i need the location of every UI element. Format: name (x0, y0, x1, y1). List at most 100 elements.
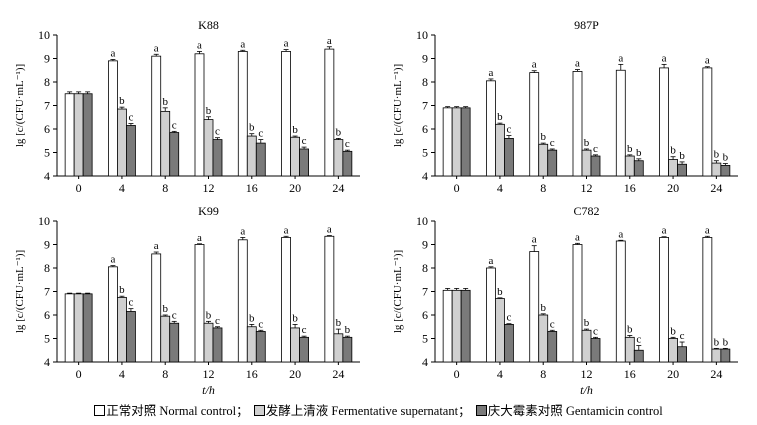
significance-letter: a (240, 225, 245, 237)
significance-letter: b (627, 143, 633, 155)
significance-letter: c (172, 309, 177, 321)
significance-letter: b (119, 284, 125, 296)
bar (702, 237, 713, 363)
bar (160, 110, 171, 177)
bar (547, 149, 558, 177)
bar (581, 149, 592, 177)
bar (572, 71, 583, 177)
significance-letter: b (670, 145, 676, 157)
y-tick-label: 4 (422, 169, 428, 183)
significance-letter: a (197, 39, 202, 51)
bar (529, 251, 540, 363)
significance-letter: b (345, 324, 351, 336)
x-axis-label: t/h (202, 383, 215, 397)
y-tick-label: 9 (422, 52, 428, 66)
bar (117, 296, 127, 363)
chart-title: K99 (198, 204, 219, 218)
chart-panel-k88: K88 lg [c/(CFU·mL⁻¹)] 4 5 6 7 8 9 10 0 4 8 12 16 20 24 a… (14, 18, 360, 195)
x-tick-label: 8 (162, 181, 168, 195)
x-tick-label: 16 (246, 181, 258, 195)
y-axis-label: lg [c/(CFU·mL⁻¹)] (392, 64, 404, 147)
bar (702, 67, 713, 177)
significance-letter: a (705, 55, 710, 67)
significance-letter: a (705, 224, 710, 236)
bar (581, 329, 592, 363)
bar (572, 244, 583, 363)
x-tick-label: 16 (624, 367, 636, 381)
legend-separator: ； (236, 404, 249, 418)
significance-letter: b (162, 303, 168, 315)
significance-letter: b (714, 336, 720, 348)
significance-letter: c (550, 318, 555, 330)
bar (212, 139, 223, 177)
bar (711, 162, 722, 177)
significance-letter: c (128, 297, 133, 309)
significance-letter: a (532, 59, 537, 71)
bar (64, 293, 75, 363)
bar (538, 314, 549, 363)
legend-label-normal: 正常对照 Normal control (106, 404, 237, 418)
bar (246, 135, 257, 177)
chart-panel-987p: 987P lg [c/(CFU·mL⁻¹)] 4 5 6 7 8 9 10 0 4 8 12 16 20 24… (392, 18, 738, 195)
bar (624, 155, 635, 177)
bar (108, 60, 118, 177)
bar (117, 108, 127, 177)
bar (460, 107, 471, 177)
significance-letter: c (506, 124, 511, 136)
x-tick-label: 20 (667, 367, 679, 381)
legend-label-gentamicin: 庆大霉素对照 Gentamicin control (487, 404, 663, 418)
significance-letter: b (540, 302, 546, 314)
significance-letter: c (302, 324, 307, 336)
x-tick-label: 16 (246, 367, 258, 381)
bar (624, 336, 635, 363)
bar (615, 240, 626, 363)
x-tick-label: 0 (454, 367, 460, 381)
bar (151, 55, 162, 177)
bar (668, 159, 678, 177)
x-tick-label: 12 (581, 181, 593, 195)
significance-letter: b (627, 323, 633, 335)
bar (299, 148, 309, 177)
y-tick-label: 6 (44, 308, 50, 322)
bar (324, 235, 335, 363)
significance-letter: c (506, 312, 511, 324)
significance-letter: c (593, 325, 598, 337)
significance-letter: a (575, 231, 580, 243)
bar (290, 136, 300, 177)
y-tick-label: 9 (44, 52, 50, 66)
significance-letter: b (206, 309, 212, 321)
bar (495, 123, 505, 177)
significance-letter: a (240, 38, 245, 50)
bar (633, 349, 644, 363)
x-tick-label: 16 (624, 181, 636, 195)
bar (486, 80, 496, 177)
x-tick-label: 12 (203, 367, 215, 381)
significance-letter: b (584, 317, 590, 329)
significance-letter: c (128, 112, 133, 124)
y-axis-label: lg [c/(CFU·mL⁻¹)] (14, 250, 26, 333)
legend-light-gray-square-icon (253, 405, 265, 416)
legend-item-normal: 正常对照 Normal control； (94, 403, 249, 419)
bar (659, 67, 669, 177)
bar (169, 132, 180, 177)
bar (711, 348, 722, 363)
y-tick-label: 9 (44, 238, 50, 252)
bar (720, 165, 731, 177)
bar (73, 93, 84, 177)
bar (590, 155, 601, 177)
significance-letter: b (540, 131, 546, 143)
x-tick-label: 8 (162, 367, 168, 381)
significance-letter: a (110, 47, 115, 59)
bar (460, 289, 471, 363)
significance-letter: b (162, 96, 168, 108)
y-tick-label: 10 (416, 28, 428, 42)
x-tick-label: 8 (540, 181, 546, 195)
bar (82, 293, 93, 363)
x-tick-label: 24 (332, 181, 344, 195)
bar (126, 311, 136, 363)
bar (73, 293, 84, 363)
legend: 正常对照 Normal control； 发酵上清液 Fermentative … (0, 403, 757, 419)
bar (194, 244, 205, 363)
bar (442, 107, 453, 177)
